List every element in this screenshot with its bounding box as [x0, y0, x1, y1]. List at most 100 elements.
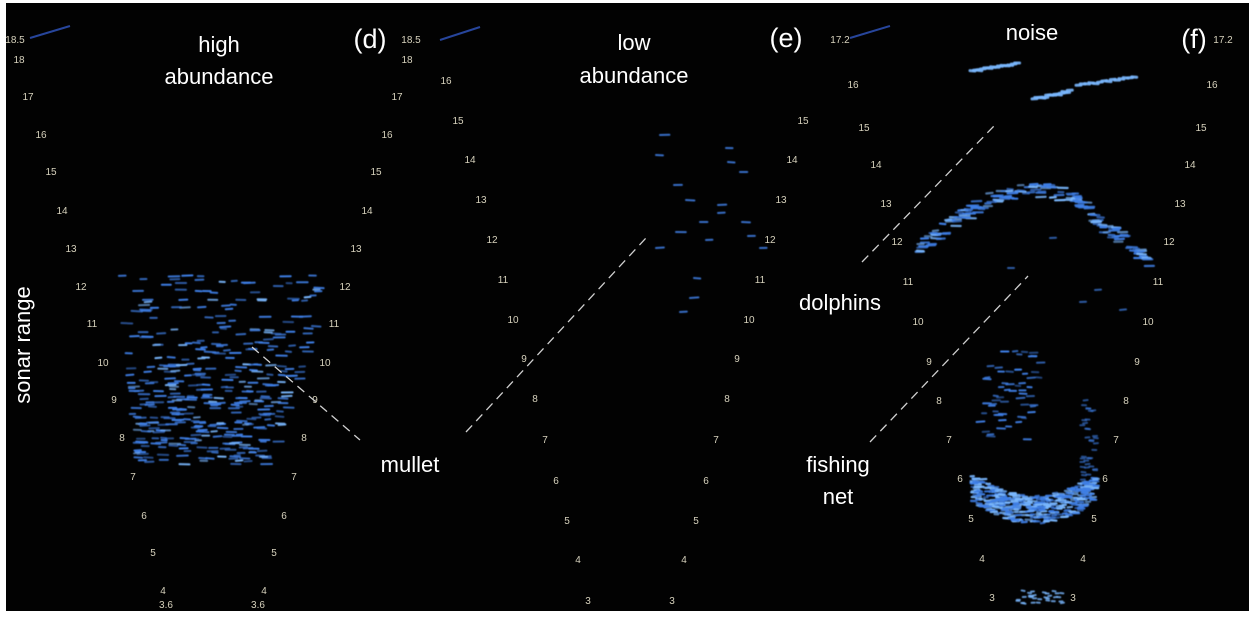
sonar-echo [689, 296, 700, 299]
sonar-echo [1084, 462, 1091, 466]
range-tick-left: 8 [119, 433, 125, 444]
range-tick-right: 8 [301, 433, 307, 444]
sonar-echo [313, 286, 325, 290]
top-streak [849, 25, 891, 39]
sonar-echo [160, 436, 168, 440]
sonar-echo [264, 418, 272, 421]
range-tick-right: 3 [1070, 593, 1076, 604]
sonar-echo [1029, 594, 1035, 598]
panel-f-title: noise [1006, 20, 1059, 45]
sonar-echo [143, 456, 154, 459]
sonar-echo [235, 365, 248, 369]
sonar-echo [277, 423, 287, 427]
sonar-echo [303, 295, 312, 299]
range-tick-left: 10 [507, 315, 519, 326]
range-tick-right: 6 [1102, 474, 1108, 485]
sonar-echo [985, 435, 996, 438]
range-tick-right: 17 [391, 92, 403, 103]
sonar-echo [1119, 308, 1127, 311]
range-tick-left: 11 [87, 319, 98, 330]
range-tick-left: 14 [56, 206, 68, 217]
sonar-echo [1002, 516, 1010, 520]
sonar-echo [156, 332, 167, 335]
range-tick-right: 10 [743, 315, 755, 326]
sonar-echo [238, 445, 249, 449]
range-tick-right: 12 [764, 235, 776, 246]
sonar-echo [1080, 494, 1087, 497]
dolphins-label: dolphins [799, 290, 881, 315]
sonar-echo [233, 453, 241, 457]
sonar-echo [998, 499, 1006, 503]
sonar-echo [170, 369, 181, 373]
sonar-echo [1052, 492, 1060, 496]
mullet-guide-right [465, 237, 647, 433]
sonar-echo [1029, 188, 1042, 192]
sonar-echo [1084, 493, 1093, 497]
range-tick-right: 4 [1080, 554, 1086, 565]
fishing-net-label-line1: fishing [806, 452, 870, 477]
range-tick-right: 15 [1195, 123, 1207, 134]
sonar-echo [130, 309, 144, 313]
sonar-echo [693, 277, 702, 280]
sonar-echo [133, 448, 142, 452]
sonar-echo [234, 459, 244, 462]
range-tick-right: 16 [381, 130, 393, 141]
panel-d-title-line1: high [198, 32, 240, 57]
range-tick-right: 10 [1142, 317, 1154, 328]
range-tick-right: 14 [1184, 160, 1196, 171]
panel-f-letter: (f) [1181, 24, 1206, 54]
sonar-range-axis-label: sonar range [10, 286, 35, 403]
range-tick-right: 5 [693, 516, 699, 527]
range-tick-right: 18.5 [401, 35, 421, 46]
sonar-echo [1049, 519, 1058, 522]
range-tick-left: 5 [968, 514, 974, 525]
sonar-echo [1016, 189, 1026, 192]
range-tick-left: 7 [946, 435, 952, 446]
range-tick-left: 13 [475, 195, 487, 206]
range-tick-left: 11 [903, 277, 914, 288]
top-streak [29, 25, 71, 39]
sonar-echo [200, 346, 208, 349]
sonar-echo [219, 325, 232, 329]
sonar-echo [1028, 185, 1038, 189]
range-tick-left: 3 [585, 596, 591, 607]
sonar-echo [196, 446, 208, 449]
sonar-echo [276, 364, 287, 368]
range-tick-left: 18.5 [5, 35, 25, 46]
sonar-echo [209, 423, 222, 426]
range-tick-left: 13 [65, 244, 77, 255]
sonar-echo [266, 373, 274, 376]
range-tick-left: 6 [957, 474, 963, 485]
range-tick-left: 16 [440, 76, 452, 87]
sonar-echo [1083, 480, 1091, 484]
sonar-echo [262, 338, 274, 341]
range-tick-right: 9 [1134, 357, 1140, 368]
sonar-echo [1020, 589, 1026, 593]
sonar-echo [248, 363, 259, 366]
panel-e-title-line2: abundance [580, 63, 689, 88]
sonar-echo [1027, 500, 1033, 503]
range-tick-right: 15 [370, 167, 382, 178]
range-tick-left: 4 [575, 555, 581, 566]
range-tick-right: 17.2 [1213, 35, 1233, 46]
sonar-echo [983, 376, 991, 379]
range-tick-left: 6 [141, 511, 147, 522]
sonar-echo [279, 370, 288, 373]
range-tick-right: 13 [350, 244, 362, 255]
range-tick-right: 10 [319, 358, 331, 369]
range-tick-left: 18 [13, 55, 25, 66]
range-tick-right: 9 [312, 395, 318, 406]
range-tick-right: 6 [281, 511, 287, 522]
sonar-echo [1059, 601, 1065, 605]
sonar-echo [277, 397, 289, 400]
range-tick-right: 12 [339, 282, 351, 293]
range-tick-right: 7 [1113, 435, 1119, 446]
range-tick-left: 3.6 [159, 600, 173, 611]
sonar-echo [1029, 405, 1037, 408]
range-tick-right: 5 [1091, 514, 1097, 525]
panel-d-letter: (d) [354, 24, 387, 54]
range-tick-right: 13 [1174, 199, 1186, 210]
sonar-echo [975, 68, 984, 73]
mullet-label: mullet [381, 452, 440, 477]
sonar-echo [281, 394, 293, 398]
